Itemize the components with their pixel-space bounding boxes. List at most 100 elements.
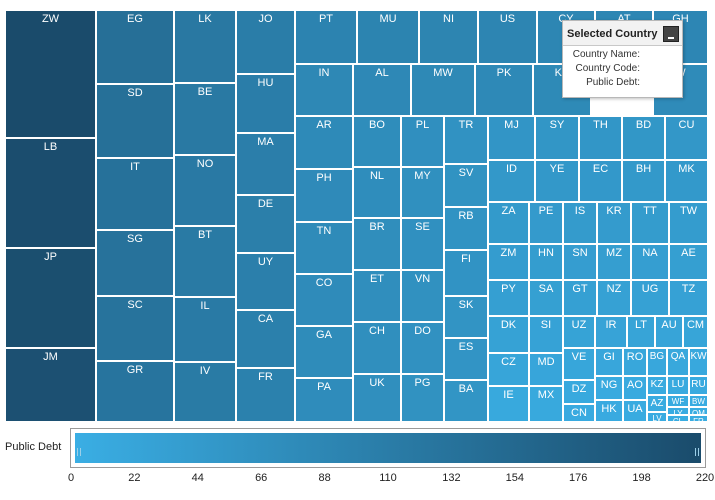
- treemap-tile[interactable]: UK: [353, 374, 401, 422]
- minimize-icon[interactable]: [663, 26, 679, 42]
- treemap-tile[interactable]: RB: [444, 207, 488, 250]
- treemap-tile[interactable]: UA: [623, 400, 647, 422]
- treemap-tile[interactable]: BO: [353, 116, 401, 167]
- treemap-tile[interactable]: CN: [563, 404, 595, 422]
- treemap-tile[interactable]: MY: [401, 167, 444, 218]
- treemap-tile[interactable]: FR: [236, 368, 295, 422]
- treemap-tile[interactable]: LT: [627, 316, 655, 348]
- treemap-tile[interactable]: FR: [689, 415, 708, 422]
- treemap-tile[interactable]: AR: [295, 116, 353, 169]
- treemap-tile[interactable]: LY: [667, 407, 689, 415]
- treemap-tile[interactable]: ZA: [488, 202, 529, 244]
- treemap-tile[interactable]: SE: [401, 218, 444, 270]
- treemap-tile[interactable]: AE: [669, 244, 708, 280]
- treemap-tile[interactable]: YE: [535, 160, 579, 202]
- range-start-handle[interactable]: [77, 448, 81, 456]
- treemap-tile[interactable]: AZ: [647, 395, 667, 412]
- treemap-tile[interactable]: PY: [488, 280, 529, 316]
- treemap-tile[interactable]: BE: [174, 83, 236, 155]
- treemap-tile[interactable]: NO: [174, 155, 236, 226]
- treemap-tile[interactable]: FI: [444, 250, 488, 296]
- treemap-tile[interactable]: ES: [444, 338, 488, 380]
- treemap-tile[interactable]: MJ: [488, 116, 535, 160]
- treemap-tile[interactable]: CH: [353, 322, 401, 374]
- treemap-tile[interactable]: PA: [295, 378, 353, 422]
- treemap-tile[interactable]: PG: [401, 374, 444, 422]
- treemap-tile[interactable]: OM: [689, 407, 708, 415]
- treemap-tile[interactable]: PT: [295, 10, 357, 64]
- treemap-tile[interactable]: KW: [689, 348, 708, 376]
- treemap-tile[interactable]: MU: [357, 10, 419, 64]
- treemap-tile[interactable]: TW: [669, 202, 708, 244]
- treemap-tile[interactable]: SC: [96, 296, 174, 361]
- treemap-tile[interactable]: BG: [647, 348, 667, 376]
- treemap-tile[interactable]: TH: [579, 116, 622, 160]
- treemap-tile[interactable]: CZ: [488, 353, 529, 386]
- treemap-tile[interactable]: DZ: [563, 380, 595, 404]
- treemap-tile[interactable]: MK: [665, 160, 708, 202]
- treemap-tile[interactable]: CA: [236, 310, 295, 368]
- treemap-tile[interactable]: IE: [488, 386, 529, 422]
- treemap-tile[interactable]: AO: [623, 376, 647, 400]
- treemap-tile[interactable]: UZ: [563, 316, 595, 348]
- treemap-tile[interactable]: JO: [236, 10, 295, 74]
- range-end-handle[interactable]: [695, 448, 699, 456]
- treemap-tile[interactable]: SI: [529, 316, 563, 353]
- treemap-tile[interactable]: IN: [295, 64, 353, 116]
- treemap-tile[interactable]: DK: [488, 316, 529, 353]
- treemap-tile[interactable]: TT: [631, 202, 669, 244]
- treemap-tile[interactable]: SK: [444, 296, 488, 338]
- color-range-slider[interactable]: [70, 428, 706, 468]
- treemap-tile[interactable]: CO: [295, 274, 353, 326]
- treemap-tile[interactable]: GA: [295, 326, 353, 378]
- treemap-tile[interactable]: TR: [444, 116, 488, 164]
- treemap-tile[interactable]: SG: [96, 230, 174, 296]
- treemap-tile[interactable]: BA: [444, 380, 488, 422]
- treemap-tile[interactable]: IR: [595, 316, 627, 348]
- treemap-tile[interactable]: CM: [683, 316, 708, 348]
- treemap-tile[interactable]: BT: [174, 226, 236, 297]
- treemap-tile[interactable]: TZ: [669, 280, 708, 316]
- treemap-tile[interactable]: LV: [647, 412, 667, 422]
- treemap-tile[interactable]: MZ: [597, 244, 631, 280]
- treemap-tile[interactable]: QA: [667, 348, 689, 376]
- treemap-tile[interactable]: BD: [622, 116, 665, 160]
- treemap-tile[interactable]: LB: [5, 138, 96, 248]
- treemap-tile[interactable]: RU: [689, 376, 708, 395]
- treemap-tile[interactable]: TN: [295, 222, 353, 274]
- treemap-tile[interactable]: SD: [96, 84, 174, 158]
- treemap-tile[interactable]: MD: [529, 353, 563, 386]
- treemap-tile[interactable]: GR: [96, 361, 174, 422]
- treemap-tile[interactable]: AL: [353, 64, 411, 116]
- treemap-tile[interactable]: EG: [96, 10, 174, 84]
- treemap-tile[interactable]: IV: [174, 362, 236, 422]
- treemap-tile[interactable]: SN: [563, 244, 597, 280]
- treemap-tile[interactable]: LU: [667, 376, 689, 395]
- treemap-tile[interactable]: PK: [475, 64, 533, 116]
- treemap-tile[interactable]: MX: [529, 386, 563, 422]
- treemap-tile[interactable]: CU: [665, 116, 708, 160]
- treemap-tile[interactable]: SV: [444, 164, 488, 207]
- treemap-tile[interactable]: GT: [563, 280, 597, 316]
- treemap-tile[interactable]: PL: [401, 116, 444, 167]
- treemap-tile[interactable]: IS: [563, 202, 597, 244]
- treemap-tile[interactable]: ZW: [5, 10, 96, 138]
- treemap-tile[interactable]: UG: [631, 280, 669, 316]
- treemap-tile[interactable]: IL: [174, 297, 236, 362]
- treemap-tile[interactable]: NZ: [597, 280, 631, 316]
- treemap-tile[interactable]: MA: [236, 133, 295, 195]
- treemap-tile[interactable]: DE: [236, 195, 295, 253]
- treemap-tile[interactable]: US: [478, 10, 537, 64]
- treemap-tile[interactable]: ET: [353, 270, 401, 322]
- treemap-tile[interactable]: PH: [295, 169, 353, 222]
- treemap-tile[interactable]: NL: [353, 167, 401, 218]
- treemap-tile[interactable]: NG: [595, 376, 623, 400]
- treemap-tile[interactable]: IT: [96, 158, 174, 230]
- treemap-tile[interactable]: ZM: [488, 244, 529, 280]
- treemap-tile[interactable]: BH: [622, 160, 665, 202]
- treemap-tile[interactable]: SY: [535, 116, 579, 160]
- treemap-tile[interactable]: CL: [667, 415, 689, 422]
- treemap-tile[interactable]: HK: [595, 400, 623, 422]
- treemap-tile[interactable]: DO: [401, 322, 444, 374]
- treemap-tile[interactable]: SA: [529, 280, 563, 316]
